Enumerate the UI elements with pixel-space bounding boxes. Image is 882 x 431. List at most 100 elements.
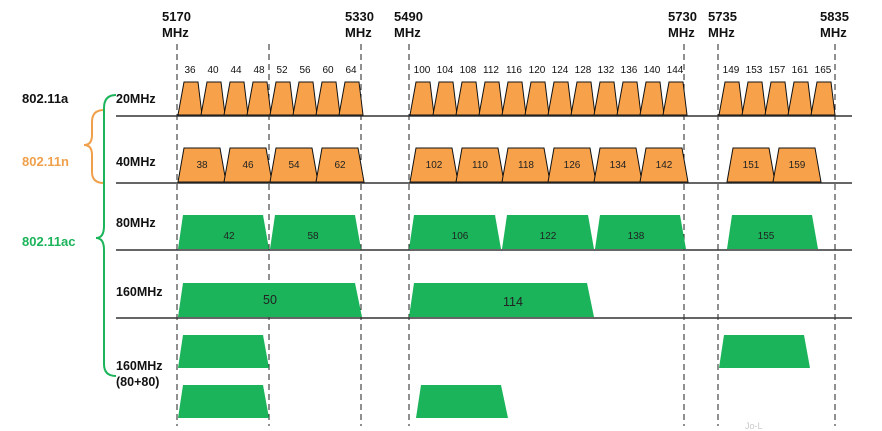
channel-8080-block (178, 385, 269, 418)
channel-80mhz-label: 138 (628, 231, 645, 242)
channel-20mhz (177, 81, 203, 116)
channels-80mhz: 42 58 106 122 138 155 (178, 215, 818, 249)
channel-20mhz (524, 81, 550, 116)
channel-40mhz-label: 134 (610, 160, 627, 171)
bracket-80211n (83, 109, 105, 184)
channel-20mhz (432, 81, 458, 116)
channel-20mhz (200, 81, 226, 116)
channel-20mhz (478, 81, 504, 116)
channels-160mhz: 50 114 (178, 283, 594, 317)
channel-8080-block (719, 335, 810, 368)
channel-40mhz (177, 147, 227, 183)
channel-20mhz (718, 81, 744, 116)
channel-20mhz-label: 64 (345, 65, 357, 76)
channel-20mhz-label: 149 (723, 65, 740, 76)
channel-20mhz-label: 112 (483, 65, 499, 76)
freq-5835: 5835 (820, 9, 849, 24)
channel-40mhz (639, 147, 689, 183)
channel-20mhz-label: 132 (598, 65, 615, 76)
channel-20mhz (616, 81, 642, 116)
channel-40mhz-label: 159 (789, 160, 806, 171)
channel-20mhz-label: 36 (184, 65, 196, 76)
row-label-80mhz: 80MHz (116, 216, 156, 230)
channel-20mhz (223, 81, 249, 116)
channel-40mhz (269, 147, 319, 183)
channel-80mhz (409, 215, 501, 249)
freq-5330-unit: MHz (345, 25, 372, 40)
bracket-80211ac (95, 94, 117, 377)
channel-20mhz (315, 81, 341, 116)
freq-5835-unit: MHz (820, 25, 847, 40)
freq-5730-unit: MHz (668, 25, 695, 40)
channel-40mhz-label: 110 (472, 160, 488, 171)
channel-20mhz-label: 124 (552, 65, 569, 76)
standard-80211ac: 802.11ac (22, 234, 76, 249)
channel-40mhz-label: 54 (288, 160, 300, 171)
channel-20mhz (409, 81, 435, 116)
channel-20mhz (639, 81, 665, 116)
channel-160mhz (409, 283, 594, 317)
freq-5735-unit: MHz (708, 25, 735, 40)
channel-20mhz (741, 81, 767, 116)
channel-40mhz-label: 38 (196, 160, 208, 171)
frequency-markers: 5170 MHz 5330 MHz 5490 MHz 5730 MHz 5735… (162, 9, 849, 40)
channel-20mhz-label: 56 (299, 65, 311, 76)
freq-5730: 5730 (668, 9, 697, 24)
channel-8080-block (416, 385, 508, 418)
row-label-8080-sub: (80+80) (116, 375, 159, 389)
channel-40mhz (315, 147, 365, 183)
channel-20mhz (764, 81, 790, 116)
freq-5490-unit: MHz (394, 25, 421, 40)
standard-80211n: 802.11n (22, 154, 69, 169)
channel-20mhz (570, 81, 596, 116)
channel-40mhz-label: 126 (564, 160, 581, 171)
channel-80mhz-label: 106 (452, 231, 469, 242)
channel-40mhz (726, 147, 776, 183)
channel-20mhz-label: 116 (506, 65, 522, 76)
channels-80plus80 (178, 335, 810, 418)
row-label-160mhz: 160MHz (116, 285, 163, 299)
channel-20mhz-label: 136 (621, 65, 638, 76)
channel-20mhz-label: 40 (207, 65, 219, 76)
channel-20mhz-label: 52 (276, 65, 288, 76)
channel-20mhz-label: 120 (529, 65, 546, 76)
channel-20mhz-label: 44 (230, 65, 242, 76)
channel-160mhz (178, 283, 362, 317)
row-labels: 20MHz 40MHz 80MHz 160MHz 160MHz (80+80) (116, 92, 163, 389)
channel-80mhz (502, 215, 594, 249)
channel-20mhz (547, 81, 573, 116)
channel-20mhz (292, 81, 318, 116)
channel-40mhz (547, 147, 597, 183)
freq-5170-unit: MHz (162, 25, 189, 40)
channel-8080-block (178, 335, 269, 368)
channel-40mhz (593, 147, 643, 183)
channel-20mhz (269, 81, 295, 116)
freq-5490: 5490 (394, 9, 423, 24)
channel-20mhz-label: 48 (253, 65, 265, 76)
channel-80mhz-label: 122 (540, 231, 557, 242)
channel-80mhz-label: 155 (758, 231, 775, 242)
channel-20mhz (338, 81, 364, 116)
standards: 802.11a 802.11n 802.11ac (22, 91, 117, 377)
channel-20mhz-label: 165 (815, 65, 832, 76)
channel-40mhz (409, 147, 459, 183)
channel-160mhz-label: 50 (263, 293, 277, 307)
standard-80211a: 802.11a (22, 91, 69, 106)
freq-5330: 5330 (345, 9, 374, 24)
channel-40mhz-label: 62 (334, 160, 346, 171)
channel-80mhz-label: 58 (307, 231, 319, 242)
channels-40mhz: 38 46 54 62 102 110 118 126 134 142 151 … (177, 147, 822, 183)
channel-20mhz-label: 100 (414, 65, 431, 76)
channel-20mhz-label: 144 (667, 65, 684, 76)
channel-20mhz (810, 81, 836, 116)
channel-20mhz (246, 81, 272, 116)
channel-80mhz-label: 42 (223, 231, 235, 242)
channel-40mhz (772, 147, 822, 183)
channel-40mhz-label: 142 (656, 160, 673, 171)
watermark: Jo-L (745, 421, 763, 431)
channel-20mhz (662, 81, 688, 116)
channel-80mhz (178, 215, 269, 249)
channel-20mhz-label: 140 (644, 65, 661, 76)
channel-160mhz-label: 114 (503, 295, 523, 309)
